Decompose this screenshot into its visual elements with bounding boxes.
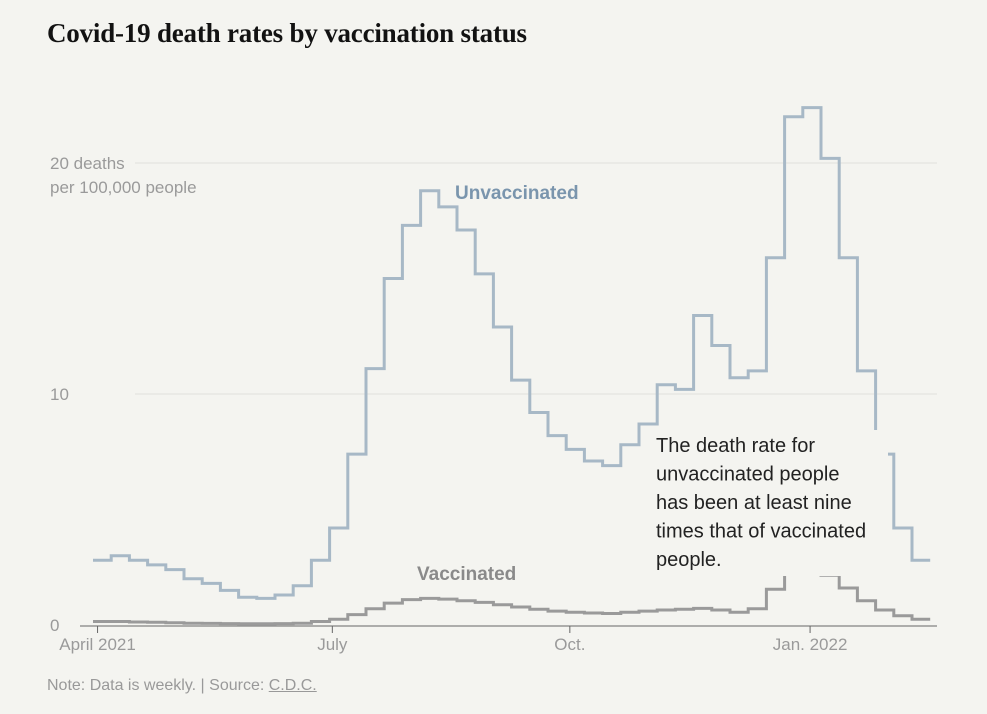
source-link[interactable]: C.D.C. — [268, 677, 317, 694]
annotation-line: times that of vaccinated — [656, 521, 866, 543]
x-axis: April 2021 July Oct. Jan. 2022 — [59, 625, 937, 654]
x-tick-label: July — [317, 635, 348, 654]
x-tick-label: Oct. — [554, 635, 585, 654]
x-tick-label: Jan. 2022 — [773, 635, 848, 654]
note: Note: Data is weekly. | Source: C.D.C. — [47, 677, 317, 695]
unvaccinated-label: Unvaccinated — [455, 183, 579, 204]
grid-lines — [135, 162, 937, 395]
y-tick-label: per 100,000 people — [50, 178, 197, 197]
note-text: Note: Data is weekly. | Source: — [47, 677, 269, 694]
annotation-line: unvaccinated people — [656, 464, 839, 486]
chart-title: Covid-19 death rates by vaccination stat… — [47, 18, 527, 48]
x-tick-label: April 2021 — [59, 635, 136, 654]
y-tick-label: 10 — [50, 385, 69, 404]
y-tick-label: 0 — [50, 616, 59, 635]
annotation: The death rate for unvaccinated people has… — [648, 430, 888, 576]
series-line-unvaccinated — [93, 106, 931, 600]
y-axis-labels: 0 10 20 deaths per 100,000 people — [50, 154, 197, 635]
y-tick-label: 20 deaths — [50, 154, 125, 173]
annotation-line: has been at least nine — [656, 492, 852, 514]
series-labels: Unvaccinated Vaccinated — [417, 183, 579, 585]
annotation-line: people. — [656, 549, 722, 571]
annotation-line: The death rate for — [656, 435, 815, 457]
vaccinated-label: Vaccinated — [417, 564, 516, 585]
annotation-bg — [648, 430, 888, 576]
